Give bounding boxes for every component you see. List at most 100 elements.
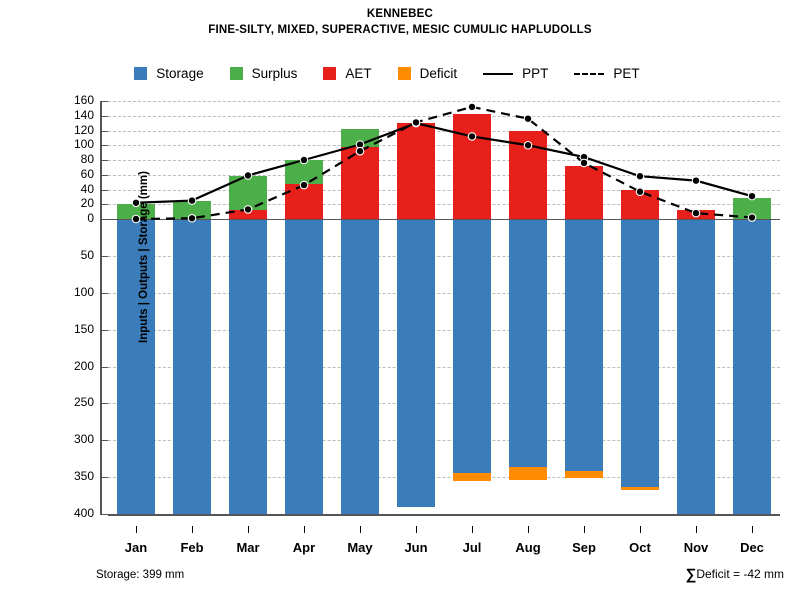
- gridline: [108, 255, 780, 257]
- bar-storage: [676, 219, 716, 514]
- y-tick-label: 60: [80, 166, 94, 181]
- y-axis-spine: [100, 101, 102, 514]
- gridline: [108, 101, 780, 102]
- bar-aet: [452, 113, 492, 219]
- zero-baseline: [108, 219, 780, 220]
- y-tick-label: 160: [73, 93, 94, 107]
- x-tick-mark: [192, 526, 193, 533]
- x-tick-mark: [528, 526, 529, 533]
- legend-swatch-surplus-icon: [229, 67, 243, 80]
- y-tick-mark: [100, 366, 108, 368]
- legend-label: Surplus: [251, 66, 298, 81]
- gridline: [108, 292, 780, 294]
- legend-label: Deficit: [419, 66, 458, 81]
- legend-label: PET: [613, 66, 640, 81]
- bar-storage: [452, 219, 492, 473]
- x-tick-mark: [640, 526, 641, 533]
- bar-aet: [340, 146, 380, 219]
- bar-aet: [676, 210, 716, 219]
- legend-item-pet[interactable]: PET: [574, 66, 640, 81]
- y-tick-mark: [100, 219, 108, 220]
- bar-storage: [172, 219, 212, 514]
- x-tick-mark: [304, 526, 305, 533]
- x-tick-label-jun: Jun: [404, 540, 428, 555]
- y-tick-mark: [100, 514, 108, 515]
- data-point-ppt: [692, 177, 700, 184]
- bar-aet: [228, 210, 268, 219]
- x-tick-label-mar: Mar: [236, 540, 260, 555]
- x-axis-spine: [108, 514, 780, 516]
- x-tick-label-oct: Oct: [629, 540, 651, 555]
- bar-deficit: [620, 487, 660, 491]
- y-tick-label: 40: [80, 181, 94, 196]
- x-tick-mark: [136, 526, 137, 533]
- deficit-summary: ∑Deficit = -42 mm: [686, 566, 784, 583]
- y-tick-label: 120: [73, 122, 94, 137]
- y-tick-mark: [100, 101, 108, 102]
- gridline: [108, 130, 780, 132]
- legend-label: AET: [345, 66, 372, 81]
- data-point-pet: [468, 103, 476, 111]
- x-tick-label-dec: Dec: [740, 540, 764, 555]
- legend-item-aet[interactable]: AET: [323, 66, 372, 81]
- legend-item-ppt[interactable]: PPT: [483, 66, 548, 81]
- y-tick-mark: [100, 174, 108, 176]
- bar-aet: [620, 189, 660, 219]
- storage-summary: Storage: 399 mm: [96, 569, 185, 581]
- y-tick-label: 250: [73, 395, 94, 410]
- y-tick-mark: [100, 329, 108, 331]
- y-tick-label: 400: [73, 506, 94, 520]
- y-tick-mark: [100, 189, 108, 191]
- x-tick-label-apr: Apr: [292, 540, 316, 555]
- gridline: [108, 189, 780, 191]
- y-tick-mark: [100, 292, 108, 294]
- bar-storage: [284, 219, 324, 514]
- x-tick-label-nov: Nov: [683, 540, 709, 555]
- gridline: [108, 160, 780, 161]
- y-tick-label: 100: [73, 137, 94, 152]
- bar-storage: [564, 219, 604, 472]
- marker-halo-pet: [467, 102, 477, 112]
- legend-swatch-storage-icon: [134, 67, 148, 80]
- y-tick-label: 150: [73, 321, 94, 336]
- chart-legend: Storage Surplus AET Deficit PPT PET: [0, 66, 800, 81]
- bar-storage: [116, 219, 156, 514]
- legend-item-storage[interactable]: Storage: [134, 66, 204, 81]
- legend-swatch-aet-icon: [323, 67, 337, 80]
- x-tick-label-sep: Sep: [572, 540, 596, 555]
- bar-surplus: [172, 200, 212, 219]
- deficit-summary-text: Deficit = -42 mm: [696, 567, 784, 581]
- x-tick-mark: [416, 526, 417, 533]
- y-tick-mark: [100, 477, 108, 479]
- y-tick-label: 100: [73, 284, 94, 299]
- bar-storage: [228, 219, 268, 514]
- y-tick-label: 200: [73, 358, 94, 373]
- bar-aet: [284, 184, 324, 219]
- legend-item-surplus[interactable]: Surplus: [229, 66, 298, 81]
- x-tick-label-may: May: [347, 540, 373, 555]
- bar-surplus: [284, 160, 324, 185]
- x-tick-label-aug: Aug: [515, 540, 541, 555]
- legend-item-deficit[interactable]: Deficit: [397, 66, 458, 81]
- gridline: [108, 403, 780, 405]
- bar-deficit: [564, 471, 604, 478]
- y-tick-label: 350: [73, 469, 94, 484]
- y-tick-label: 300: [73, 432, 94, 447]
- bar-aet: [508, 131, 548, 219]
- bar-aet: [564, 165, 604, 219]
- sigma-icon: ∑: [685, 566, 697, 583]
- y-axis-label: Inputs | Outputs | Storage (mm): [138, 171, 150, 343]
- bar-aet: [396, 123, 436, 219]
- chart-title-block: KENNEBEC FINE-SILTY, MIXED, SUPERACTIVE,…: [0, 6, 800, 38]
- y-tick-label: 20: [80, 196, 94, 211]
- x-tick-mark: [248, 526, 249, 533]
- marker-halo-ppt: [635, 171, 645, 181]
- gridline: [108, 477, 780, 479]
- bar-deficit: [508, 466, 548, 481]
- bar-storage: [340, 219, 380, 514]
- y-tick-mark: [100, 145, 108, 147]
- plot-area: 0 20 40 60 80 100 120 140 160 50 100 150 200 250 300 35…: [74, 93, 780, 555]
- x-tick-mark: [696, 526, 697, 533]
- legend-label: Storage: [156, 66, 204, 81]
